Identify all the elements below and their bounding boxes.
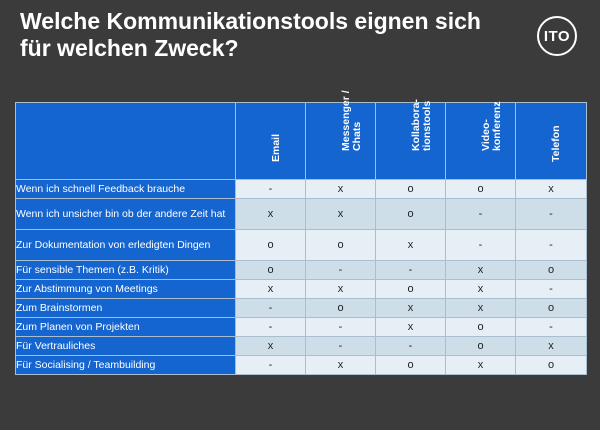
rating-cell: x bbox=[235, 198, 306, 230]
rating-cell: x bbox=[375, 298, 446, 318]
column-header-label: Messenger / Chats bbox=[339, 90, 363, 151]
row-label: Für Socialising / Teambuilding bbox=[15, 355, 236, 375]
row-label: Wenn ich schnell Feedback brauche bbox=[15, 179, 236, 199]
column-header: Kollabora- tionstools bbox=[375, 99, 446, 180]
rating-cell: x bbox=[235, 279, 306, 299]
rating-cell: o bbox=[305, 229, 376, 261]
rating-cell: - bbox=[305, 260, 376, 280]
column-header: Telefon bbox=[515, 102, 587, 180]
rating-cell: o bbox=[515, 260, 587, 280]
rating-cell: o bbox=[445, 336, 516, 356]
row-label: Für sensible Themen (z.B. Kritik) bbox=[15, 260, 236, 280]
rating-cell: - bbox=[305, 336, 376, 356]
rating-cell: o bbox=[235, 260, 306, 280]
header-row: Email Messenger / Chats Kollabora- tions… bbox=[15, 90, 587, 180]
rating-cell: x bbox=[375, 229, 446, 261]
rating-cell: - bbox=[375, 260, 446, 280]
column-header: Messenger / Chats bbox=[305, 90, 376, 180]
rating-cell: o bbox=[515, 355, 587, 375]
row-label: Zur Dokumentation von erledigten Dingen bbox=[15, 229, 236, 261]
column-header-label: Kollabora- tionstools bbox=[409, 99, 433, 151]
rating-cell: - bbox=[515, 229, 587, 261]
rating-cell: o bbox=[375, 355, 446, 375]
row-label: Zur Abstimmung von Meetings bbox=[15, 279, 236, 299]
rating-cell: o bbox=[445, 179, 516, 199]
column-header: Video- konferenz bbox=[445, 101, 516, 180]
rating-cell: - bbox=[515, 279, 587, 299]
rating-cell: - bbox=[235, 179, 306, 199]
ito-logo: ITO bbox=[537, 16, 577, 56]
rating-cell: x bbox=[305, 179, 376, 199]
page-title: Welche Kommunikationstools eignen sich f… bbox=[20, 8, 520, 62]
rating-cell: o bbox=[375, 279, 446, 299]
rating-cell: x bbox=[445, 298, 516, 318]
column-header-label: Telefon bbox=[550, 125, 562, 162]
column-header-label: Email bbox=[269, 133, 282, 162]
comparison-table: Email Messenger / Chats Kollabora- tions… bbox=[15, 90, 587, 375]
rating-cell: x bbox=[515, 179, 587, 199]
row-label: Zum Brainstormen bbox=[15, 298, 236, 318]
table-row: Für Vertrauliches x - - o x bbox=[15, 336, 587, 356]
rating-cell: x bbox=[445, 279, 516, 299]
title-line-2: für welchen Zweck? bbox=[20, 35, 239, 61]
rating-cell: - bbox=[515, 317, 587, 337]
rating-cell: - bbox=[235, 317, 306, 337]
column-header: Email bbox=[235, 102, 306, 180]
corner-header bbox=[15, 102, 236, 180]
rating-cell: - bbox=[305, 317, 376, 337]
table-row: Wenn ich schnell Feedback brauche - x o o x bbox=[15, 179, 587, 199]
rating-cell: o bbox=[375, 179, 446, 199]
table-row: Zum Planen von Projekten - - x o - bbox=[15, 317, 587, 337]
rating-cell: x bbox=[305, 279, 376, 299]
table-row: Für Socialising / Teambuilding - x o x o bbox=[15, 355, 587, 375]
rating-cell: x bbox=[445, 355, 516, 375]
rating-cell: - bbox=[515, 198, 587, 230]
rating-cell: - bbox=[235, 298, 306, 318]
table-row: Für sensible Themen (z.B. Kritik) o - - x o bbox=[15, 260, 587, 280]
column-header-label: Video- konferenz bbox=[479, 101, 503, 151]
row-label: Wenn ich unsicher bin ob der andere Zeit… bbox=[15, 198, 236, 230]
rating-cell: - bbox=[445, 229, 516, 261]
row-label: Für Vertrauliches bbox=[15, 336, 236, 356]
rating-cell: o bbox=[305, 298, 376, 318]
table-row: Zum Brainstormen - o x x o bbox=[15, 298, 587, 318]
table-row: Wenn ich unsicher bin ob der andere Zeit… bbox=[15, 198, 587, 230]
title-line-1: Welche Kommunikationstools eignen sich bbox=[20, 8, 481, 34]
rating-cell: x bbox=[515, 336, 587, 356]
rating-cell: x bbox=[305, 355, 376, 375]
rating-cell: - bbox=[375, 336, 446, 356]
table-body: Wenn ich schnell Feedback brauche - x o o x We… bbox=[15, 179, 587, 375]
rating-cell: x bbox=[235, 336, 306, 356]
table-row: Zur Abstimmung von Meetings x x o x - bbox=[15, 279, 587, 299]
rating-cell: - bbox=[235, 355, 306, 375]
rating-cell: - bbox=[445, 198, 516, 230]
rating-cell: o bbox=[375, 198, 446, 230]
table-row: Zur Dokumentation von erledigten Dingen o… bbox=[15, 229, 587, 261]
rating-cell: o bbox=[235, 229, 306, 261]
rating-cell: o bbox=[445, 317, 516, 337]
rating-cell: x bbox=[375, 317, 446, 337]
rating-cell: x bbox=[445, 260, 516, 280]
rating-cell: x bbox=[305, 198, 376, 230]
row-label: Zum Planen von Projekten bbox=[15, 317, 236, 337]
rating-cell: o bbox=[515, 298, 587, 318]
